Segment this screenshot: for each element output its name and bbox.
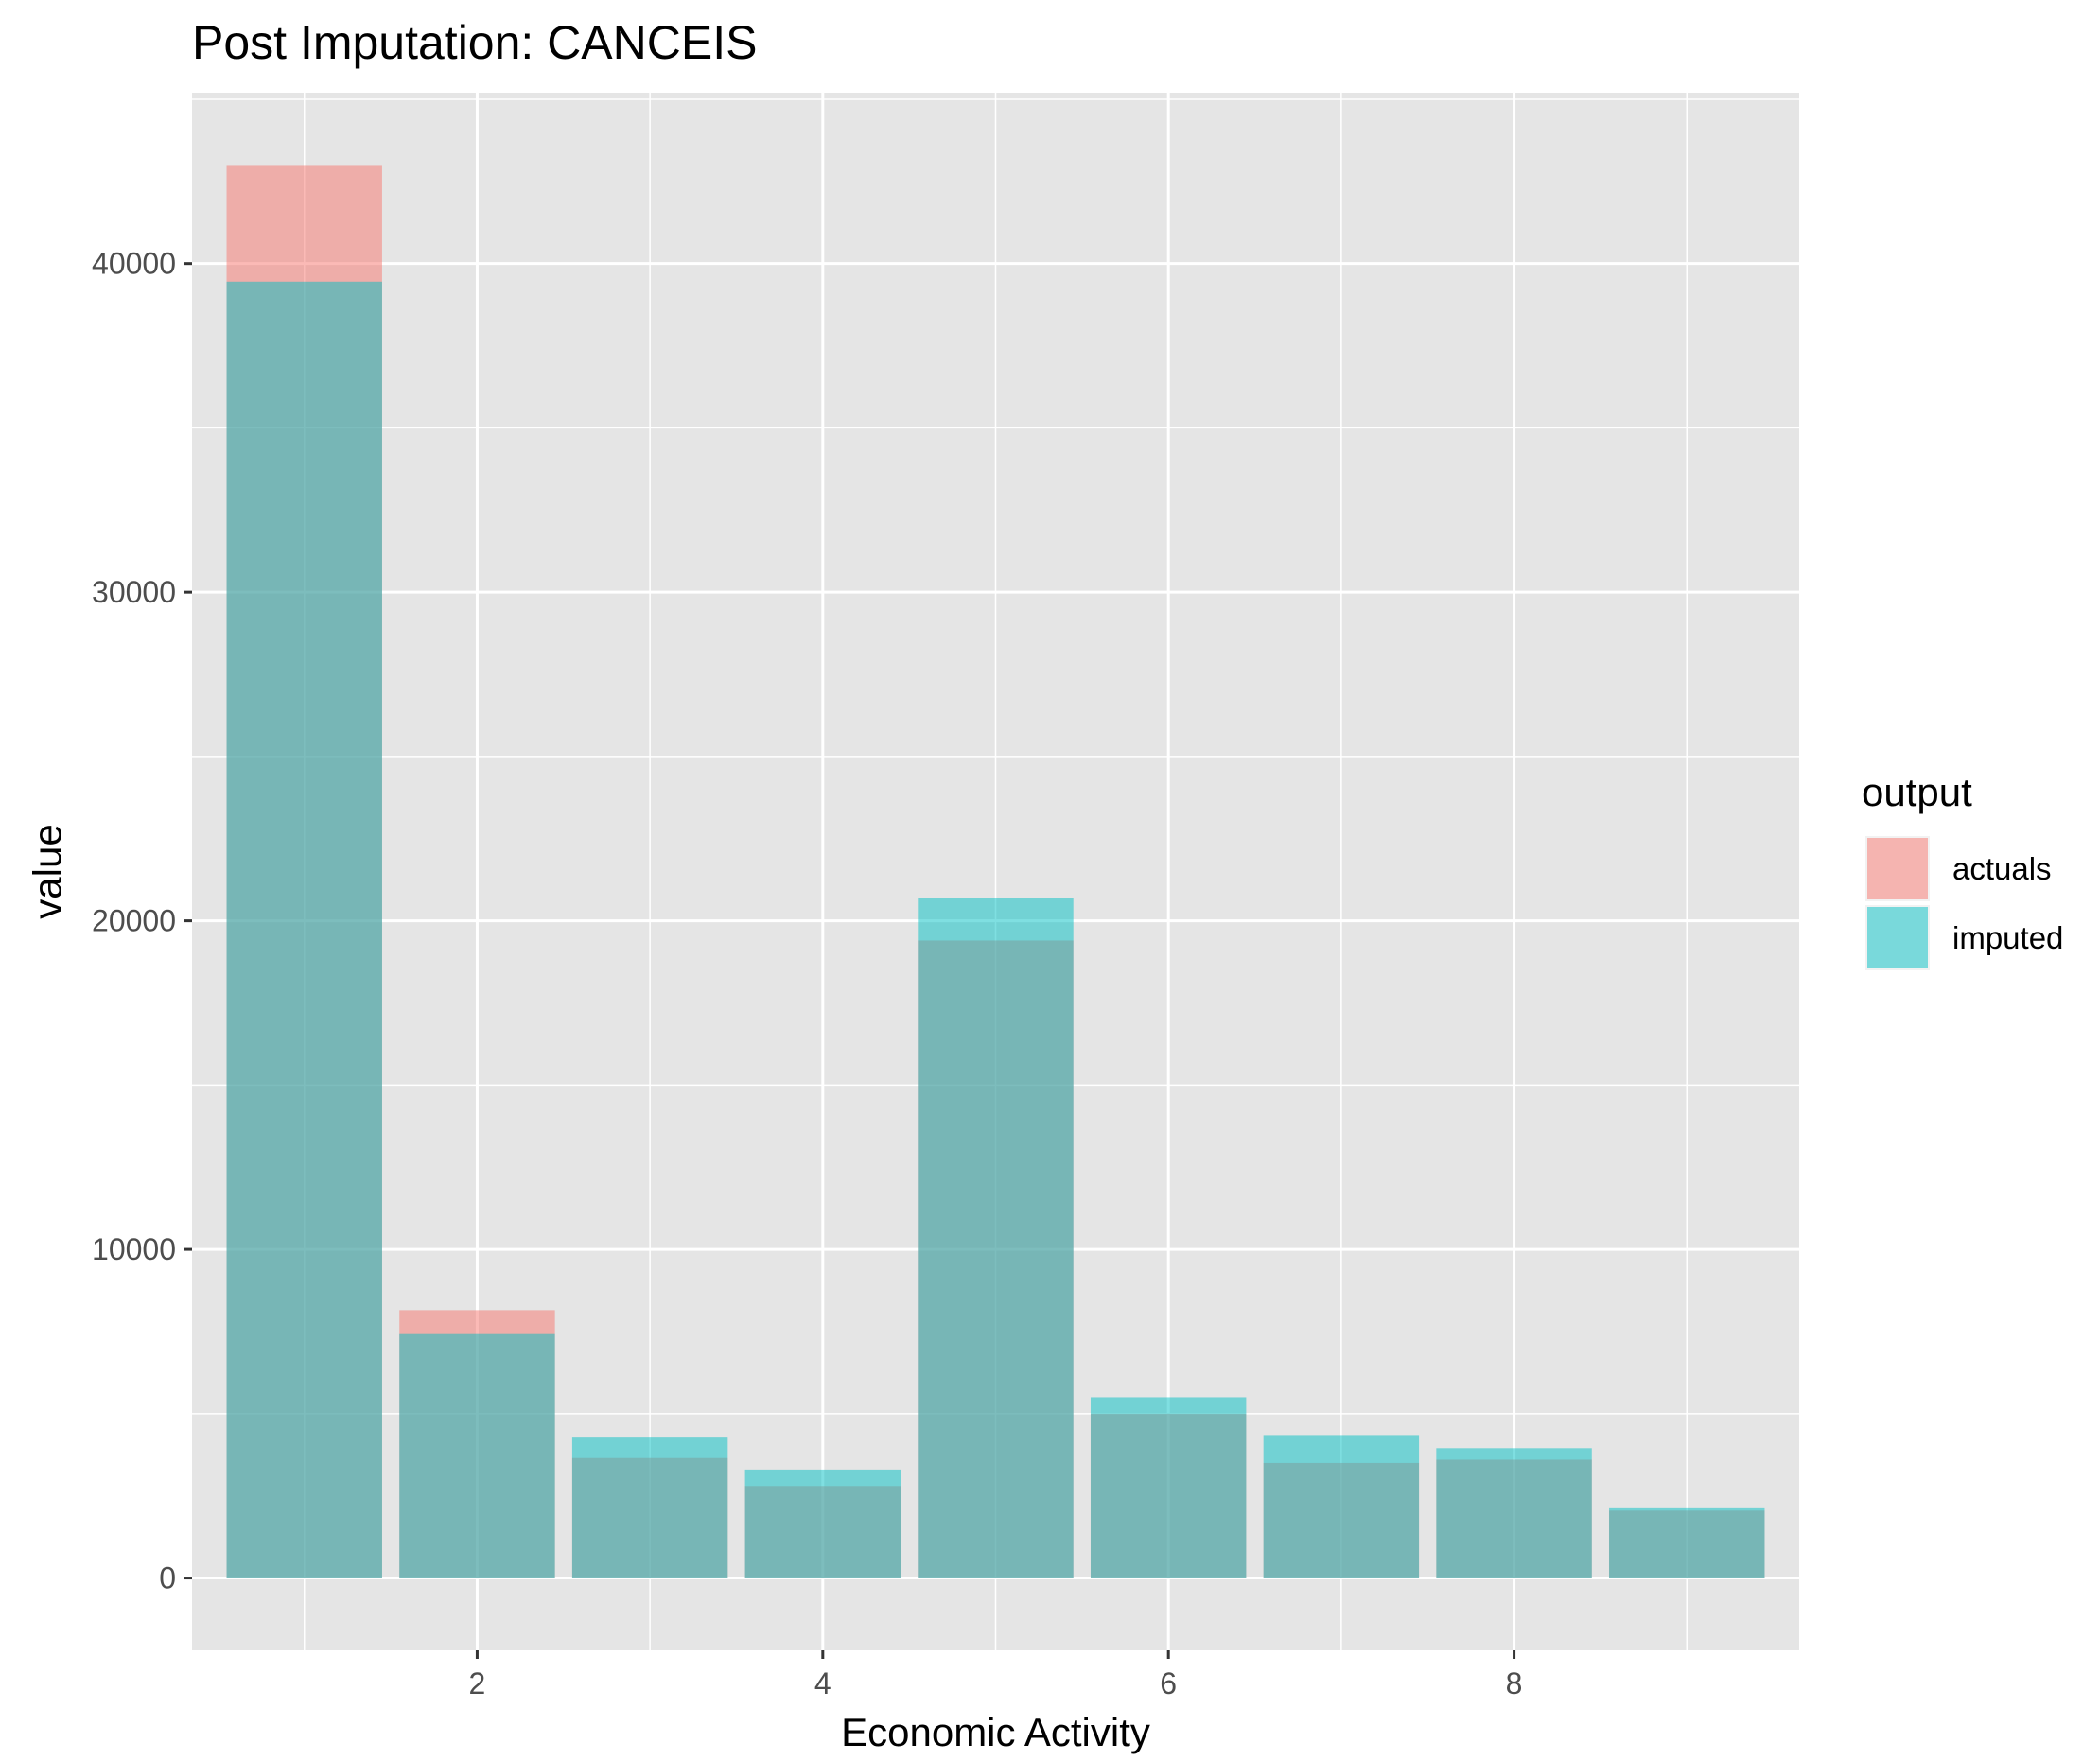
- legend-title: output: [1862, 770, 1972, 814]
- x-tick-label: 2: [469, 1666, 486, 1700]
- y-tick-label: 40000: [92, 247, 176, 281]
- x-tick-label: 8: [1506, 1666, 1523, 1700]
- bars-layer: [226, 165, 1765, 1578]
- bar-imputed: [1436, 1448, 1592, 1578]
- x-axis-title: Economic Activity: [841, 1710, 1150, 1754]
- bar-imputed: [571, 1437, 728, 1578]
- x-axis-ticks: 2 4 6 8: [469, 1650, 1523, 1700]
- y-tick-label: 0: [159, 1561, 176, 1595]
- bar-imputed: [918, 898, 1074, 1578]
- bar-imputed: [1263, 1435, 1420, 1578]
- x-tick-label: 6: [1160, 1666, 1177, 1700]
- y-axis-ticks: 0 10000 20000 30000 40000: [92, 247, 192, 1595]
- bar-imputed: [1609, 1507, 1765, 1578]
- y-tick-label: 10000: [92, 1232, 176, 1266]
- legend-items: actuals imputed: [1865, 836, 2063, 970]
- legend-label-actuals: actuals: [1952, 851, 2052, 886]
- bar-imputed: [1090, 1397, 1247, 1578]
- y-tick-label: 30000: [92, 575, 176, 609]
- bar-imputed: [399, 1333, 555, 1578]
- legend-swatch-imputed: [1867, 907, 1928, 968]
- y-axis-title: value: [26, 824, 70, 918]
- chart-title: Post Imputation: CANCEIS: [192, 16, 757, 69]
- bar-imputed: [226, 281, 382, 1578]
- legend-swatch-actuals: [1867, 838, 1928, 899]
- bar-imputed: [744, 1469, 901, 1578]
- legend: output actuals imputed: [1862, 770, 2063, 970]
- x-tick-label: 4: [814, 1666, 831, 1700]
- legend-label-imputed: imputed: [1952, 920, 2063, 955]
- y-tick-label: 20000: [92, 904, 176, 938]
